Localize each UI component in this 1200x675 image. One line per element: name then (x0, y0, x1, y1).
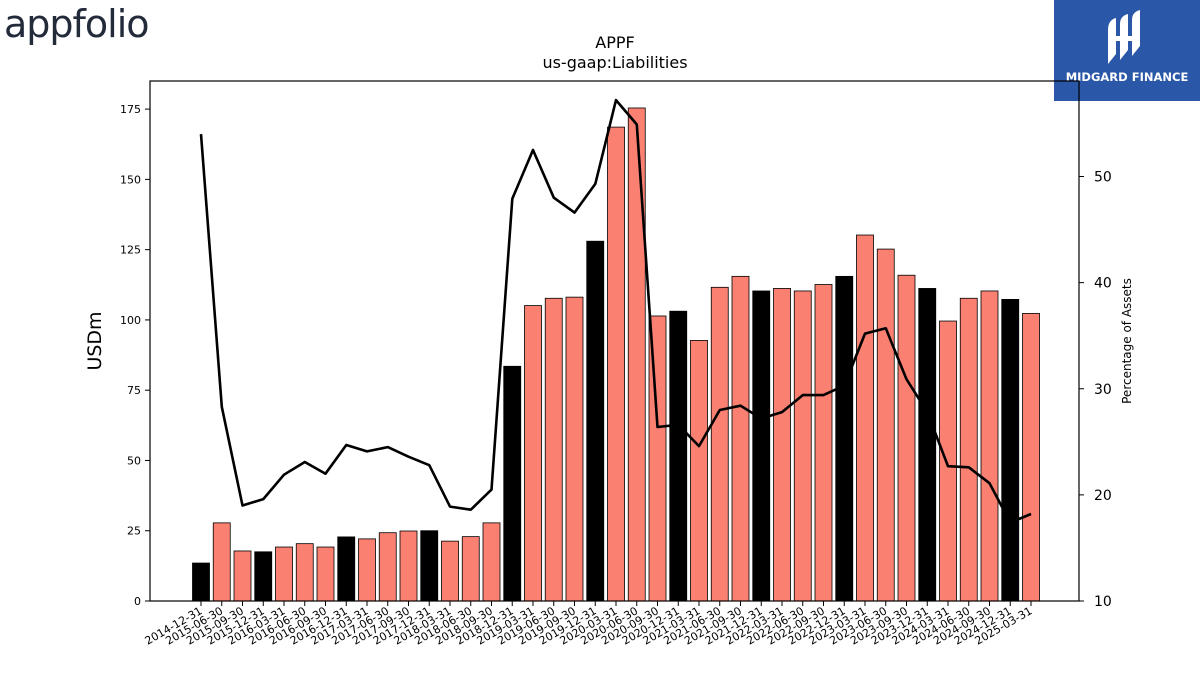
bar-2015-09-30 (233, 550, 252, 602)
y-tick-label-100: 100 (120, 314, 141, 327)
y2-tick-label-20: 20 (1094, 488, 1112, 504)
bar-2021-09-30 (731, 275, 750, 602)
bar-2019-09-30 (565, 296, 584, 602)
chart-title: APPF (595, 33, 634, 52)
y-tick-label-75: 75 (127, 384, 141, 397)
plot-area-frame (149, 80, 1080, 602)
bar-2021-03-31 (690, 340, 708, 602)
bar-2017-12-31 (420, 530, 439, 602)
bar-2020-03-31 (607, 126, 625, 602)
bar-2016-06-30 (295, 543, 314, 602)
bar-2021-12-31 (752, 290, 771, 602)
bar-2016-12-31 (337, 536, 356, 602)
bar-2015-06-30 (212, 522, 231, 602)
y2-tick-label-50: 50 (1094, 170, 1112, 186)
y2-tick-label-30: 30 (1094, 382, 1112, 398)
bar-2019-03-31 (524, 305, 542, 602)
bar-2022-03-31 (773, 288, 791, 602)
bar-2024-06-30 (959, 297, 978, 602)
bar-2023-06-30 (876, 248, 895, 602)
chart-subtitle: us-gaap:Liabilities (542, 53, 687, 72)
bar-2015-12-31 (254, 551, 273, 602)
y2-tick-label-10: 10 (1094, 594, 1112, 610)
bar-2024-12-31 (1001, 298, 1020, 602)
bar-2023-12-31 (918, 288, 937, 602)
bar-2016-09-30 (316, 546, 335, 602)
bar-2022-06-30 (793, 290, 812, 602)
right-axis-ticks: 10 20 30 40 50 (1079, 170, 1112, 610)
y-axis-label: USDm (84, 311, 106, 370)
y-tick-label-125: 125 (120, 244, 141, 257)
bar-2017-09-30 (399, 530, 418, 602)
percentage-line-series (199, 98, 1032, 524)
bar-2019-06-30 (544, 297, 563, 602)
y-tick-label-25: 25 (127, 525, 141, 538)
y2-axis-label: Percentage of Assets (1120, 278, 1134, 404)
midgard-logo-text: MIDGARD FINANCE (1065, 70, 1189, 84)
bar-2024-09-30 (980, 290, 999, 602)
bar-2022-09-30 (814, 284, 833, 602)
bar-2016-03-31 (275, 546, 293, 602)
left-axis-ticks: 0 25 50 75 100 125 150 175 (120, 103, 150, 608)
midgard-finance-logo: MIDGARD FINANCE (1054, 0, 1200, 101)
midgard-logo-mark-icon (1108, 10, 1140, 64)
bar-2020-06-30 (627, 107, 646, 602)
bar-2023-03-31 (856, 234, 874, 602)
bar-2018-09-30 (482, 522, 501, 602)
y-tick-label-50: 50 (127, 454, 141, 467)
bar-2018-03-31 (441, 540, 459, 602)
bar-2025-03-31 (1022, 313, 1040, 602)
y-tick-label-0: 0 (134, 595, 141, 608)
bar-2023-09-30 (897, 274, 916, 602)
y-tick-label-150: 150 (120, 173, 141, 186)
bar-2024-03-31 (939, 320, 957, 602)
y2-tick-label-40: 40 (1094, 276, 1112, 292)
bar-2021-06-30 (710, 286, 729, 602)
bar-2017-06-30 (378, 532, 397, 602)
bar-2022-12-31 (835, 275, 854, 602)
x-axis-ticks: 2014-12-312015-06-302015-09-302015-12-31… (143, 601, 1035, 648)
bar-series (192, 107, 1040, 602)
bar-2019-12-31 (586, 240, 605, 602)
bar-2018-06-30 (461, 536, 480, 602)
y-tick-label-175: 175 (120, 103, 141, 116)
appfolio-logo: appfolio (4, 2, 150, 46)
bar-2020-12-31 (669, 310, 688, 602)
bar-2014-12-31 (192, 562, 210, 602)
bar-2018-12-31 (503, 365, 522, 602)
bar-2017-03-31 (358, 538, 376, 602)
